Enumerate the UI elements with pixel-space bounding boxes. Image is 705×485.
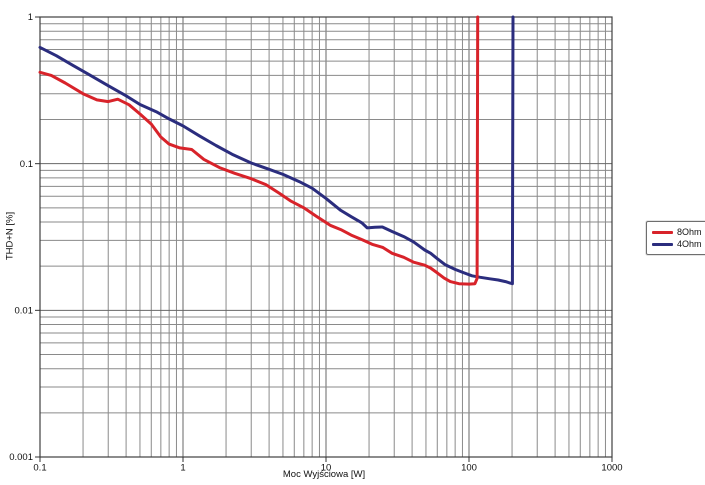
legend-label-8ohm: 8Ohm <box>677 227 702 237</box>
legend-label-4ohm: 4Ohm <box>677 239 702 249</box>
x-tick-label: 10 <box>321 463 332 474</box>
y-tick-label: 0.1 <box>20 159 33 170</box>
y-tick-label: 0.001 <box>9 452 33 463</box>
legend-item-8ohm: 8Ohm <box>652 226 702 238</box>
series-line-4ohm <box>38 15 515 286</box>
x-tick-label: 1 <box>180 463 185 474</box>
series-line-swatch-8ohm <box>652 230 673 234</box>
x-tick-label: 100 <box>461 463 477 474</box>
x-tick-label: 0.1 <box>33 463 46 474</box>
legend-item-4ohm: 4Ohm <box>652 238 702 250</box>
y-axis-title: THD+N [%] <box>4 211 16 261</box>
x-tick-label: 1000 <box>601 463 622 474</box>
legend-box: 8Ohm 4Ohm <box>646 221 705 255</box>
series-line-swatch-4ohm <box>652 242 673 246</box>
x-axis-title: Moc Wyjściowa [W] <box>282 469 366 480</box>
y-tick-label: 0.01 <box>15 306 34 317</box>
series-line-8ohm <box>38 15 480 286</box>
y-tick-label: 1 <box>28 12 33 23</box>
